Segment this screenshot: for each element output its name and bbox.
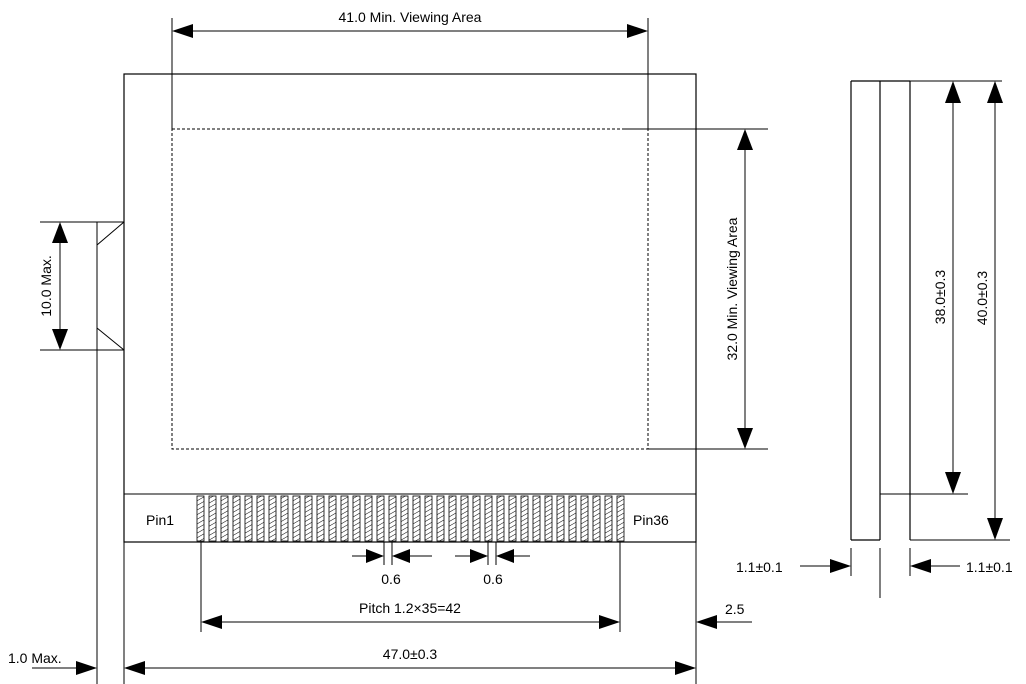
- pin-pads: [196, 495, 625, 542]
- pin-pad: [508, 495, 517, 542]
- side-view: [850, 80, 1010, 541]
- pin-pad: [256, 495, 265, 542]
- pin-pad: [436, 495, 445, 542]
- pin-pad: [304, 495, 313, 542]
- dim-overall-width-label: 47.0±0.3: [383, 646, 438, 662]
- pin-pad: [556, 495, 565, 542]
- pin-pad: [364, 495, 373, 542]
- pin-pad: [400, 495, 409, 542]
- pin-pad: [532, 495, 541, 542]
- dim-fpc-thickness: 1.0 Max.: [8, 650, 97, 675]
- pin-pad: [496, 495, 505, 542]
- pin-pad: [580, 495, 589, 542]
- pin-pad: [484, 495, 493, 542]
- pin-pad: [280, 495, 289, 542]
- pin-pad: [208, 495, 217, 542]
- pin-pad: [292, 495, 301, 542]
- pin-pad: [616, 495, 625, 542]
- pin-pad: [376, 495, 385, 542]
- pin-pad: [448, 495, 457, 542]
- dim-glass-thickness-left-label: 1.1±0.1: [736, 559, 783, 575]
- pin-pad: [520, 495, 529, 542]
- pin-pad: [316, 495, 325, 542]
- dim-pin-pitch: Pitch 1.2×35=42: [200, 542, 621, 632]
- dim-fpc-width-label: 10.0 Max.: [38, 255, 54, 316]
- dim-side-outer: 40.0±0.3: [974, 81, 1003, 540]
- pin-pad: [232, 495, 241, 542]
- pin36-label: Pin36: [633, 512, 669, 528]
- pin-pad: [196, 495, 205, 542]
- dim-viewing-width-label: 41.0 Min. Viewing Area: [339, 9, 482, 25]
- dim-viewing-width: 41.0 Min. Viewing Area: [171, 9, 649, 129]
- dim-pad-width-right-label: 0.6: [483, 571, 503, 587]
- pin-pad: [592, 495, 601, 542]
- dim-side-inner: 38.0±0.3: [932, 81, 961, 494]
- fpc-tab: [40, 221, 125, 684]
- pin-pad: [328, 495, 337, 542]
- pin1-label: Pin1: [146, 512, 174, 528]
- dim-side-inner-label: 38.0±0.3: [932, 270, 948, 325]
- pin-pad: [604, 495, 613, 542]
- pin-pad: [544, 495, 553, 542]
- dim-pad-width-left-label: 0.6: [381, 571, 401, 587]
- dim-edge-offset-label: 2.5: [725, 601, 745, 617]
- module-outline: [123, 73, 697, 543]
- pin-pad: [244, 495, 253, 542]
- pin-pad: [472, 495, 481, 542]
- dim-fpc-width: 10.0 Max.: [38, 222, 68, 350]
- dim-pad-width-left: 0.6: [352, 542, 432, 587]
- pin-pad: [424, 495, 433, 542]
- viewing-area: [171, 128, 649, 450]
- pin-pad: [220, 495, 229, 542]
- dim-pad-width-right: 0.6: [455, 542, 530, 587]
- dim-edge-offset: 2.5: [695, 542, 752, 684]
- dim-side-outer-label: 40.0±0.3: [974, 271, 990, 326]
- pin-pad: [352, 495, 361, 542]
- dim-glass-thickness-right-label: 1.1±0.1: [966, 559, 1013, 575]
- dim-overall-width: 47.0±0.3: [123, 542, 696, 684]
- dim-pin-pitch-label: Pitch 1.2×35=42: [359, 600, 461, 616]
- dim-viewing-height: 32.0 Min. Viewing Area: [625, 128, 768, 450]
- pin-pad: [388, 495, 397, 542]
- dim-fpc-thickness-label: 1.0 Max.: [8, 650, 62, 666]
- front-view: Pin1 Pin36: [40, 73, 697, 684]
- dim-glass-thickness-left: 1.1±0.1: [736, 548, 881, 598]
- pin-pad: [412, 495, 421, 542]
- pin-pad: [568, 495, 577, 542]
- pin-pad: [340, 495, 349, 542]
- dim-glass-thickness-right: 1.1±0.1: [909, 548, 1013, 576]
- dim-viewing-height-label: 32.0 Min. Viewing Area: [724, 217, 740, 360]
- pin-pad: [460, 495, 469, 542]
- pin-pad: [268, 495, 277, 542]
